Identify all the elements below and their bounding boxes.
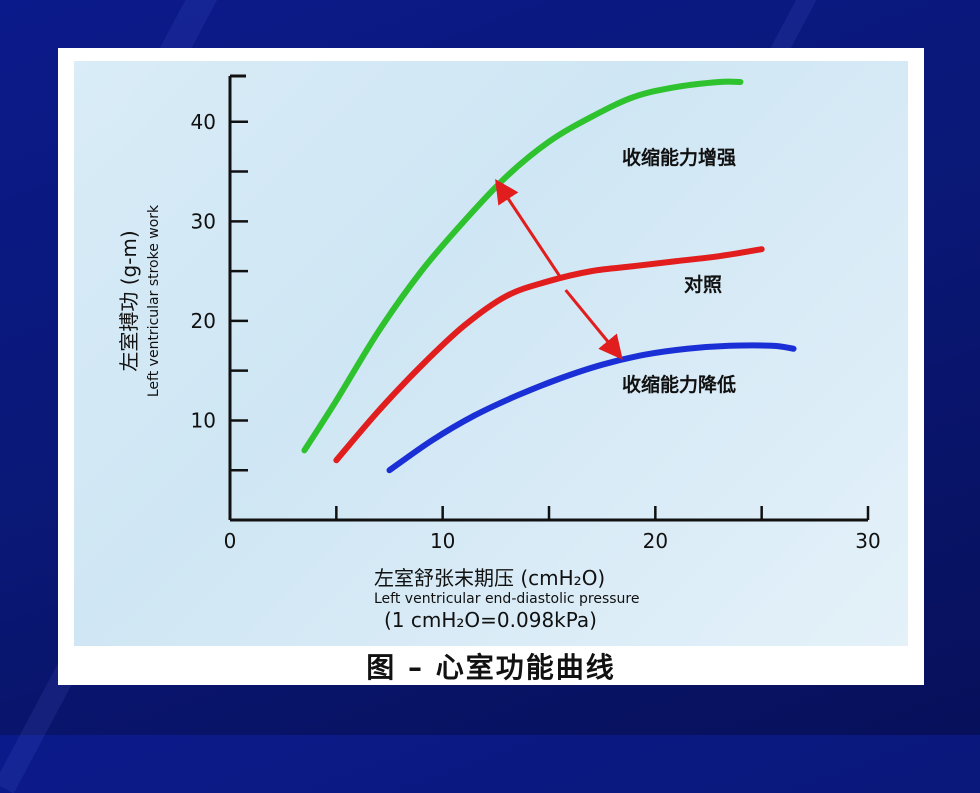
series-line-1 xyxy=(301,78,744,454)
series-line-3 xyxy=(386,342,797,474)
y-axis-title-en: Left ventricular stroke work xyxy=(146,204,162,397)
x-axis-title: 左室舒张末期压 (cmH₂O) xyxy=(374,566,605,590)
series-label: 收缩能力增强 xyxy=(622,146,736,169)
x-tick-label: 10 xyxy=(430,529,455,553)
plot-panel: 10 20 30 40 0 10 20 30 收缩能力增强对照收缩能力降低 左室搏功 (g-m)… xyxy=(74,61,908,646)
slide-frame: 10 20 30 40 0 10 20 30 收缩能力增强对照收缩能力降低 左室搏功 (g-m)… xyxy=(58,48,924,685)
arrow-up-segment xyxy=(495,178,561,277)
y-axis-title: 左室搏功 (g-m) xyxy=(117,230,141,371)
x-axis-title-en: Left ventricular end-diastolic pressure xyxy=(374,591,639,607)
y-tick-label: 40 xyxy=(191,110,216,134)
x-tick-label: 20 xyxy=(643,529,668,553)
x-tick-label: 30 xyxy=(855,529,880,553)
series-label: 对照 xyxy=(684,273,722,296)
series-line-2 xyxy=(333,246,765,464)
series-group xyxy=(301,78,797,474)
figure-caption: 图 – 心室功能曲线 xyxy=(366,651,616,684)
axes: 10 20 30 40 0 10 20 30 xyxy=(191,74,881,553)
y-tick-label: 30 xyxy=(191,209,216,233)
unit-conversion-note: (1 cmH₂O=0.098kPa) xyxy=(384,608,597,632)
series-label: 收缩能力降低 xyxy=(622,373,736,396)
y-tick-label: 10 xyxy=(191,408,216,432)
y-tick-label: 20 xyxy=(191,309,216,333)
x-tick-label: 0 xyxy=(224,529,237,553)
arrow-down-segment xyxy=(564,289,623,360)
